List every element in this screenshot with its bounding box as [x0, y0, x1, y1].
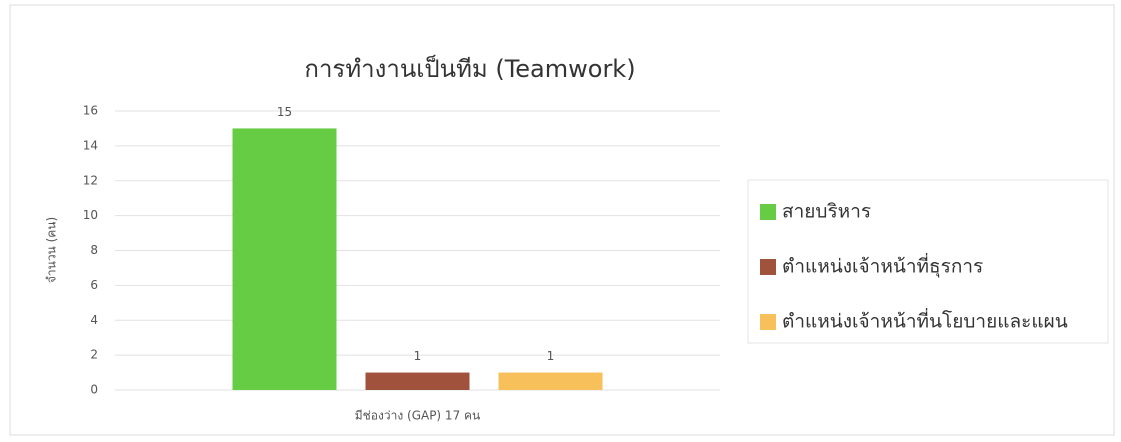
y-tick-label: 14 — [83, 138, 98, 152]
legend-label: ตำแหน่งเจ้าหน้าที่ธุรการ — [782, 253, 983, 279]
legend-label: สายบริหาร — [782, 201, 871, 223]
x-tick-label: มีช่องว่าง (GAP) 17 คน — [355, 409, 481, 423]
y-axis-label: จำนวน (คน) — [45, 217, 59, 283]
legend-swatch — [760, 314, 776, 330]
y-tick-label: 6 — [90, 278, 98, 292]
bar — [365, 372, 470, 390]
legend-box — [747, 179, 1109, 344]
chart-title: การทำงานเป็นทีม (Teamwork) — [304, 54, 635, 83]
bar — [498, 372, 603, 390]
y-tick-label: 0 — [90, 383, 98, 397]
y-tick-label: 10 — [83, 208, 98, 222]
data-label: 1 — [414, 349, 422, 363]
y-tick-label: 12 — [83, 173, 98, 187]
legend-swatch — [760, 259, 776, 275]
y-tick-label: 16 — [83, 104, 98, 118]
y-tick-label: 4 — [90, 313, 98, 327]
bar — [232, 128, 337, 390]
data-label: 1 — [547, 349, 555, 363]
y-tick-label: 2 — [90, 348, 98, 362]
legend-swatch — [760, 204, 776, 220]
legend-label: ตำแหน่งเจ้าหน้าที่นโยบายและแผน — [782, 308, 1068, 333]
y-tick-label: 8 — [90, 243, 98, 257]
data-label: 15 — [277, 105, 292, 119]
